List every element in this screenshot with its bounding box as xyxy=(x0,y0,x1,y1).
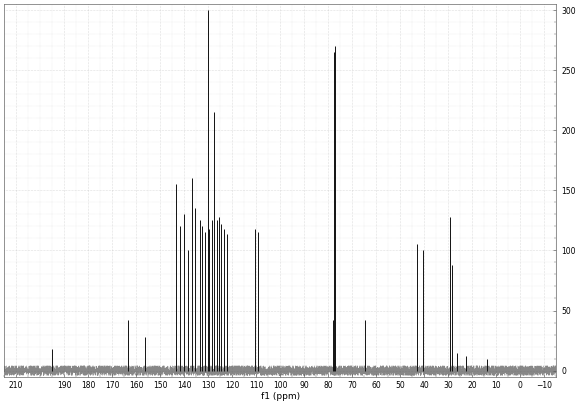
X-axis label: f1 (ppm): f1 (ppm) xyxy=(260,392,300,401)
